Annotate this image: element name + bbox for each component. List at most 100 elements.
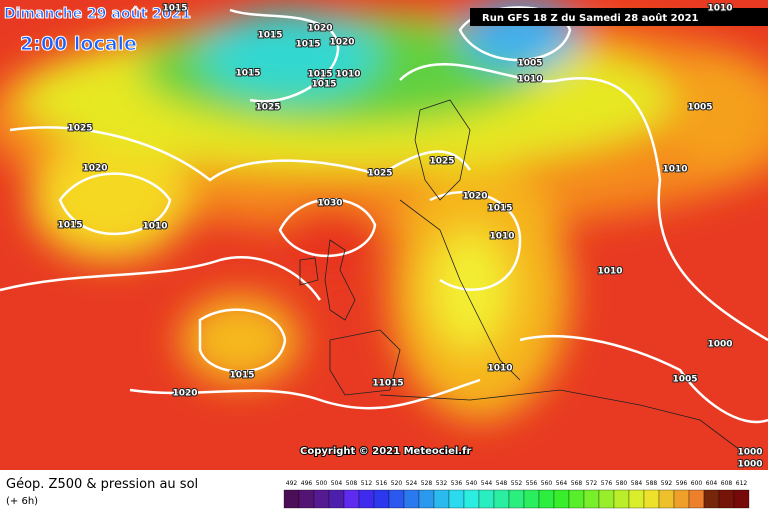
legend-swatch — [508, 489, 525, 509]
legend-tick-label: 520 — [391, 480, 403, 487]
isobar-label: 1015 — [257, 31, 282, 41]
isobar-label: 1010 — [335, 70, 360, 80]
legend-tick-label: 508 — [346, 480, 358, 487]
legend-tick-label: 492 — [286, 480, 298, 487]
legend-swatch — [478, 489, 495, 509]
isobar-label: 1005 — [517, 59, 542, 69]
isobar-label: 1010 — [487, 364, 512, 374]
legend-tick-label: 556 — [526, 480, 538, 487]
isobar-label: 1030 — [317, 199, 342, 209]
legend-swatch — [298, 489, 315, 509]
isobar-label: 1000 — [737, 460, 762, 470]
isobar-label: 1020 — [462, 192, 487, 202]
legend-tick-label: 524 — [406, 480, 418, 487]
legend-tick-label: 512 — [361, 480, 373, 487]
footer-title: Géop. Z500 & pression au sol — [6, 477, 198, 492]
legend-swatch — [688, 489, 705, 509]
isobar-label: 1015 — [229, 371, 254, 381]
isobar-label: 1010 — [517, 75, 542, 85]
legend-swatch — [583, 489, 600, 509]
isobar-label: 1010 — [489, 232, 514, 242]
legend-swatch — [703, 489, 720, 509]
isobar-label: 1005 — [687, 103, 712, 113]
legend-swatch — [373, 489, 390, 509]
legend-tick-label: 552 — [511, 480, 523, 487]
geopotential-field — [0, 0, 768, 470]
isobar-lines — [0, 6, 768, 424]
legend-tick-label: 604 — [706, 480, 718, 487]
legend-tick-label: 544 — [481, 480, 493, 487]
legend-tick-label: 500 — [316, 480, 328, 487]
isobar-label: 1025 — [255, 103, 280, 113]
legend-swatch — [628, 489, 645, 509]
legend-swatch — [463, 489, 480, 509]
legend-swatch — [388, 489, 405, 509]
isobar-label: 1000 — [707, 340, 732, 350]
copyright: Copyright © 2021 Meteociel.fr — [300, 446, 471, 457]
isobar-label: 1000 — [737, 448, 762, 458]
isobar-label: 1020 — [307, 24, 332, 34]
legend-swatch — [643, 489, 660, 509]
legend-swatch — [328, 489, 345, 509]
legend-tick-label: 600 — [691, 480, 703, 487]
isobar-label: 1010 — [597, 267, 622, 277]
isobar-label: 1010 — [707, 4, 732, 14]
isobar-label: 1020 — [329, 38, 354, 48]
legend-tick-label: 576 — [601, 480, 613, 487]
isobar-label: 1020 — [82, 164, 107, 174]
legend-tick-label: 596 — [676, 480, 688, 487]
legend-swatch — [673, 489, 690, 509]
legend-swatch — [568, 489, 585, 509]
legend-tick-label: 516 — [376, 480, 388, 487]
legend-swatch — [493, 489, 510, 509]
legend-swatch — [598, 489, 615, 509]
legend-tick-label: 532 — [436, 480, 448, 487]
legend-swatch — [538, 489, 555, 509]
isobar-label: 1005 — [672, 375, 697, 385]
isobar-label: 1015 — [307, 70, 332, 80]
legend-tick-label: 588 — [646, 480, 658, 487]
legend-swatch — [403, 489, 420, 509]
isobar-label: 1020 — [172, 389, 197, 399]
isobar-label: 1025 — [67, 124, 92, 134]
color-legend: 492 496 500 504 508 512 516 520 524 528 532 536 540 5… — [283, 480, 750, 509]
isobar-label: 1015 — [295, 40, 320, 50]
legend-swatch — [358, 489, 375, 509]
legend-tick-label: 536 — [451, 480, 463, 487]
legend-swatch — [718, 489, 735, 509]
isobar-label: 11015 — [372, 379, 403, 389]
isobar-label: 1010 — [662, 165, 687, 175]
isobar-label: 1015 — [311, 80, 336, 90]
legend-swatch — [343, 489, 360, 509]
legend-swatch — [313, 489, 330, 509]
legend-tick-label: 612 — [736, 480, 748, 487]
legend-tick-label: 560 — [541, 480, 553, 487]
run-box — [470, 8, 768, 26]
isobar-label: 1025 — [429, 157, 454, 167]
legend-swatch — [433, 489, 450, 509]
date-label: Dimanche 29 août 2021 — [4, 6, 191, 22]
legend-swatch — [733, 489, 750, 509]
legend-tick-label: 584 — [631, 480, 643, 487]
legend-swatch — [283, 489, 300, 509]
isobar-label: 1010 — [142, 222, 167, 232]
legend-tick-label: 548 — [496, 480, 508, 487]
legend-swatch — [418, 489, 435, 509]
legend-tick-label: 608 — [721, 480, 733, 487]
legend-tick-label: 572 — [586, 480, 598, 487]
coastlines — [299, 99, 741, 451]
legend-tick-label: 568 — [571, 480, 583, 487]
legend-tick-label: 504 — [331, 480, 343, 487]
forecast-step: (+ 6h) — [6, 496, 38, 507]
legend-swatch — [448, 489, 465, 509]
time-label: 2:00 locale — [20, 33, 137, 55]
isobar-label: 1015 — [487, 204, 512, 214]
isobar-label: 1015 — [235, 69, 260, 79]
legend-tick-label: 528 — [421, 480, 433, 487]
legend-tick-label: 592 — [661, 480, 673, 487]
legend-tick-label: 564 — [556, 480, 568, 487]
legend-tick-label: 540 — [466, 480, 478, 487]
